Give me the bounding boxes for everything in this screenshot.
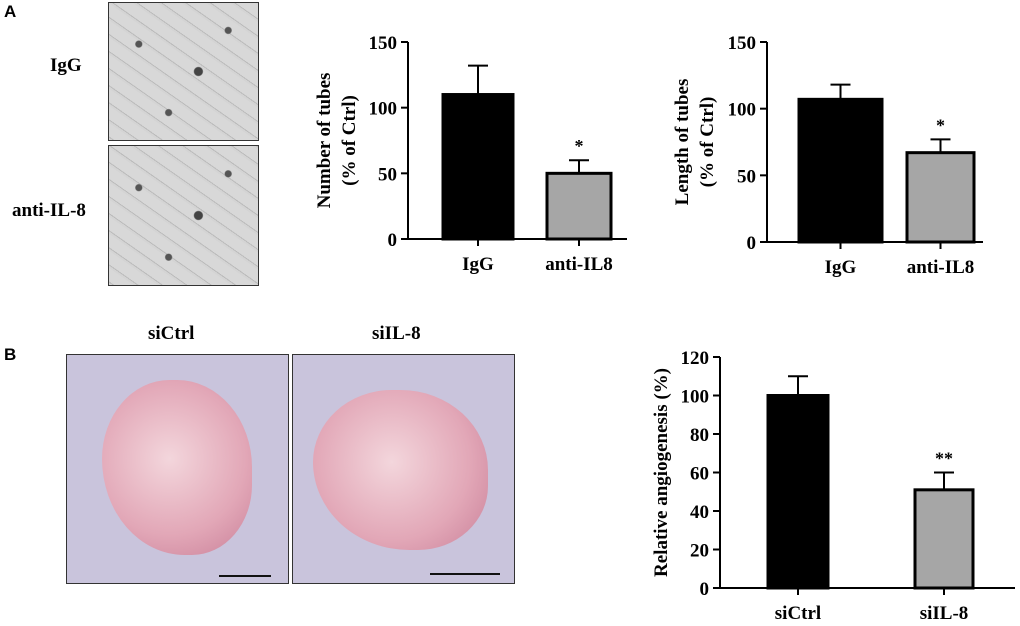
photo-sictrl: [66, 354, 289, 584]
y-tick-label: 60: [690, 464, 709, 485]
micrograph-igg: [108, 2, 259, 141]
y-tick-label: 0: [388, 230, 398, 251]
micrograph-label-anti-il8: anti-IL-8: [12, 200, 86, 221]
y-tick-label: 20: [690, 541, 709, 562]
bar-IgG: [441, 93, 515, 241]
y-tick-label: 0: [700, 579, 710, 600]
significance-marker: *: [575, 136, 584, 156]
y-axis-label: Number of tubes: [314, 73, 335, 209]
bar-IgG: [797, 97, 884, 244]
photo-siil8: [292, 354, 515, 584]
x-tick-label: IgG: [462, 254, 494, 275]
y-tick-label: 100: [681, 387, 710, 408]
micrograph-anti-il8: [108, 145, 259, 286]
y-tick-label: 50: [378, 164, 397, 185]
x-tick-label: siIL-8: [920, 603, 969, 624]
y-tick-label: 150: [728, 33, 757, 54]
y-tick-label: 120: [681, 348, 710, 369]
bar-siCtrl: [766, 394, 830, 590]
y-axis-label: (% of Ctrl): [339, 95, 360, 186]
photo-label-sictrl: siCtrl: [148, 323, 195, 344]
bar-siIL-8: [913, 488, 975, 590]
bar-anti-IL8: [545, 171, 613, 241]
x-tick-label: anti-IL8: [907, 257, 975, 278]
y-tick-label: 0: [747, 233, 757, 254]
x-tick-label: anti-IL8: [545, 254, 613, 275]
y-tick-label: 100: [728, 100, 757, 121]
y-tick-label: 150: [369, 33, 398, 54]
photo-label-siil8: siIL-8: [372, 323, 421, 344]
y-tick-label: 100: [369, 99, 398, 120]
x-tick-label: IgG: [825, 257, 857, 278]
y-tick-label: 40: [690, 502, 709, 523]
bar-anti-IL8: [905, 151, 976, 244]
y-tick-label: 50: [737, 166, 756, 187]
x-tick-label: siCtrl: [775, 603, 821, 624]
significance-marker: *: [936, 115, 945, 135]
y-axis-label: (% of Ctrl): [697, 97, 718, 188]
y-axis-label: Length of tubes: [672, 79, 693, 206]
significance-marker: **: [935, 449, 953, 469]
micrograph-label-igg: IgG: [50, 55, 82, 76]
y-axis-label: Relative angiogenesis (%): [651, 368, 672, 577]
panel-label-b: B: [4, 345, 17, 364]
panel-label-a: A: [4, 2, 17, 21]
y-tick-label: 80: [690, 425, 709, 446]
